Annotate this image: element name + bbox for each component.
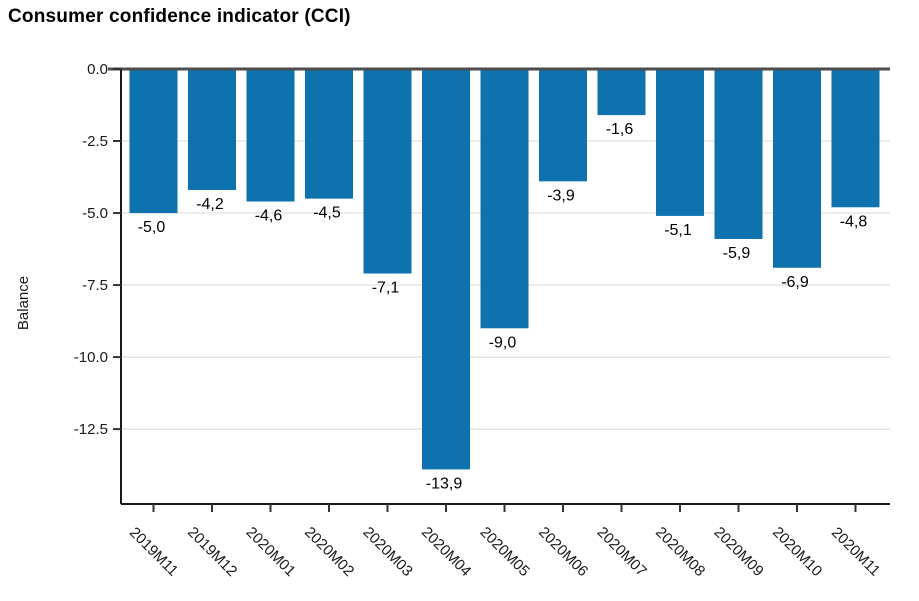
bar-value-label: -6,9 [781, 274, 809, 291]
bar-value-label: -9,0 [489, 334, 517, 351]
bar-value-label: -4,5 [313, 205, 341, 222]
bar-2020M07 [597, 69, 646, 116]
y-tick-label: -7.5 [82, 277, 108, 294]
chart-title: Consumer confidence indicator (CCI) [8, 6, 351, 27]
bar-2020M05 [480, 69, 529, 329]
x-tick-label-2020M10: 2020M10 [769, 524, 825, 580]
bar-value-label: -4,6 [255, 208, 283, 225]
bar-2019M12 [188, 69, 236, 190]
x-tick-label-2020M08: 2020M08 [652, 524, 708, 580]
bar-value-label: -3,9 [547, 187, 575, 204]
bar-value-label: -5,0 [138, 219, 166, 236]
bar-2020M02 [305, 69, 353, 199]
bar-2020M08 [656, 69, 704, 216]
bar-2020M11 [831, 69, 880, 208]
y-tick-label: -5.0 [82, 205, 108, 222]
x-tick-label-2020M04: 2020M04 [418, 524, 474, 580]
bar-value-label: -7,1 [372, 280, 400, 297]
bar-value-label: -5,9 [723, 245, 751, 262]
bar-2020M03 [363, 69, 412, 274]
x-tick-label-2020M09: 2020M09 [711, 524, 767, 580]
x-tick-label-2019M12: 2019M12 [184, 524, 240, 580]
y-axis-label: Balance [15, 276, 32, 330]
x-tick-label-2020M03: 2020M03 [360, 524, 416, 580]
bar-2019M11 [129, 69, 178, 214]
bar-value-label: -5,1 [664, 222, 692, 239]
bar-2020M09 [714, 69, 763, 239]
y-tick-label: -10.0 [74, 349, 108, 366]
x-tick-label-2020M02: 2020M02 [301, 524, 357, 580]
bar-2020M04 [422, 69, 470, 470]
x-tick-label-2020M05: 2020M05 [477, 524, 533, 580]
bar-2020M06 [539, 69, 587, 182]
y-tick-label: -12.5 [74, 421, 108, 438]
bar-2020M01 [246, 69, 295, 202]
x-tick-label-2020M01: 2020M01 [243, 524, 299, 580]
bar-value-label: -4,2 [196, 196, 224, 213]
x-tick-label-2019M11: 2019M11 [126, 524, 181, 579]
x-tick-label-2020M07: 2020M07 [594, 524, 650, 580]
y-tick-label: -2.5 [82, 133, 108, 150]
x-tick-label-2020M11: 2020M11 [828, 524, 883, 579]
bar-value-label: -13,9 [426, 475, 463, 492]
bar-2020M10 [773, 69, 821, 268]
x-tick-label-2020M06: 2020M06 [535, 524, 591, 580]
bar-value-label: -1,6 [606, 121, 634, 138]
y-tick-label: 0.0 [87, 61, 108, 78]
bar-value-label: -4,8 [840, 213, 868, 230]
